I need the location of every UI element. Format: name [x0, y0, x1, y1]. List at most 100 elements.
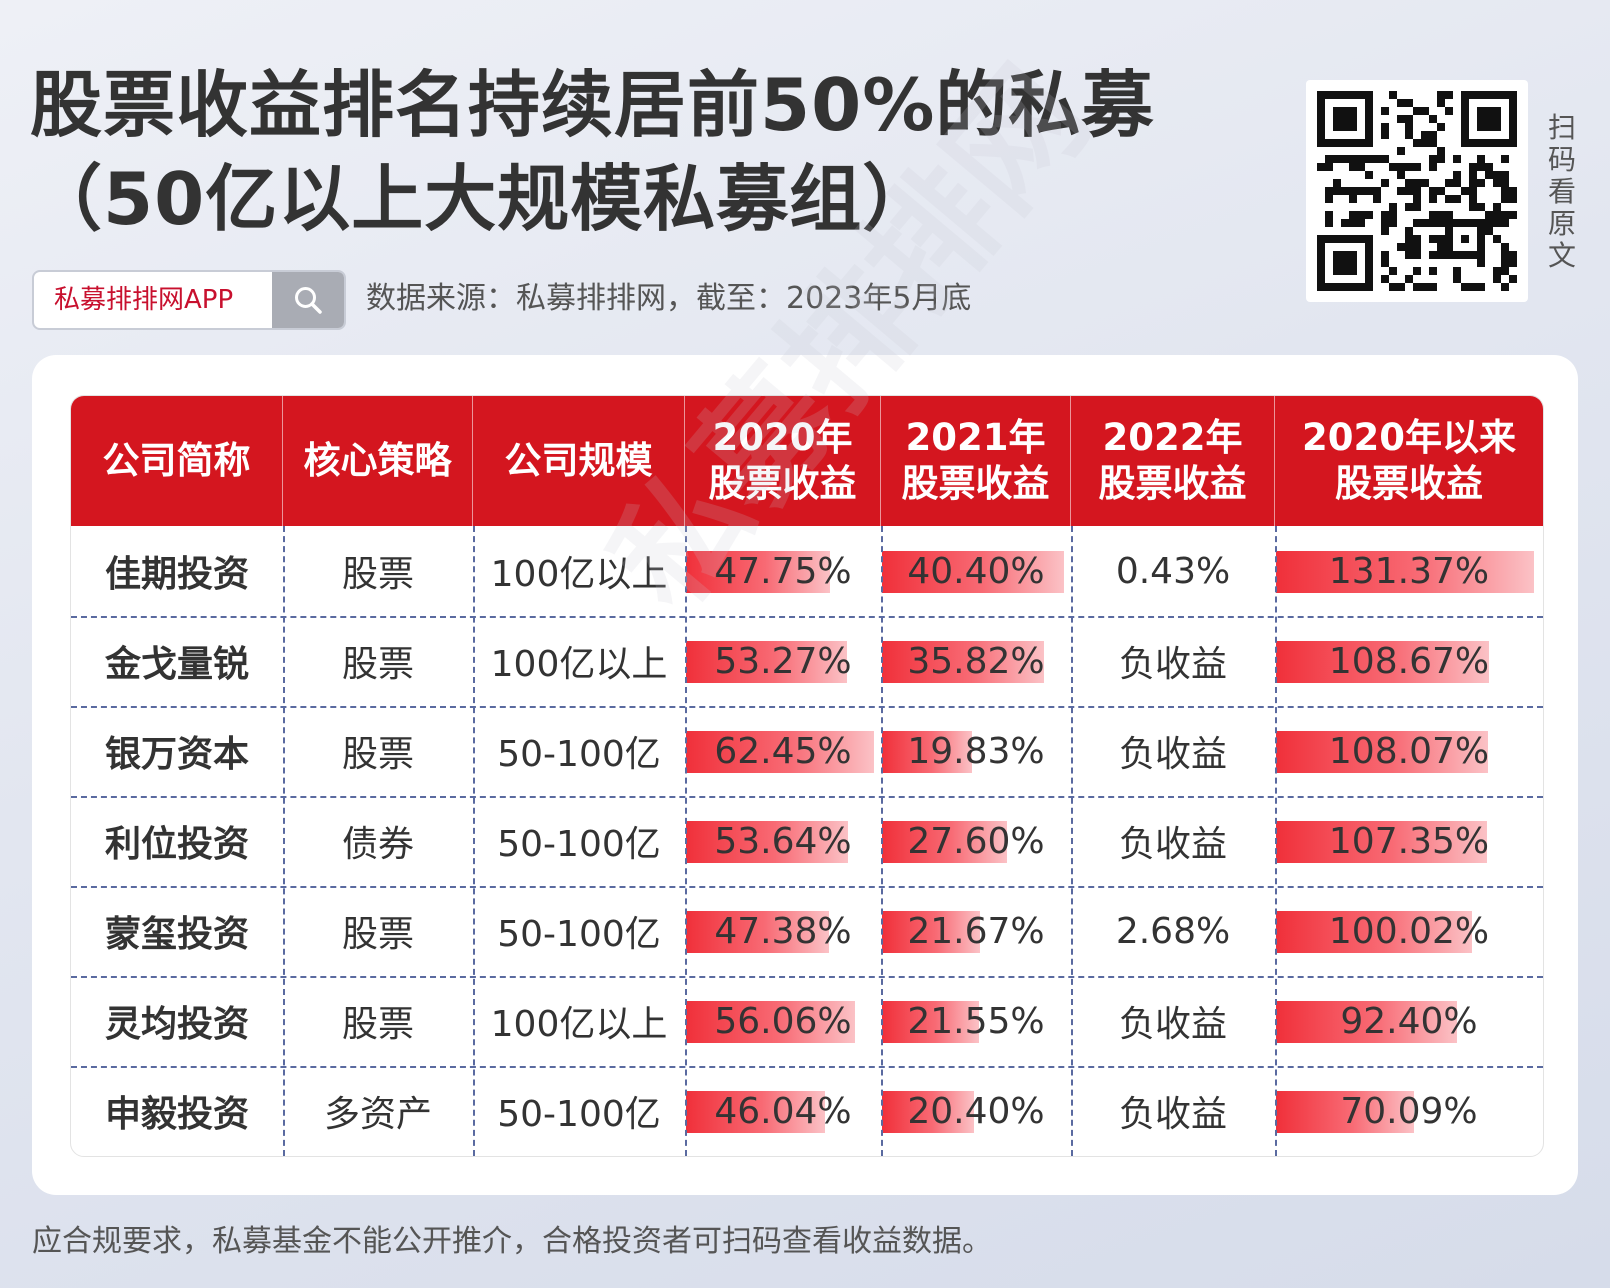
- cell-return-since-2020: 108.67%: [1328, 640, 1490, 682]
- header-text: 核心策略: [303, 439, 452, 482]
- cell-core-strategy: 债券: [341, 824, 414, 865]
- cell-core-strategy: 股票: [341, 734, 414, 775]
- header-text: 股票收益: [708, 462, 857, 505]
- header-return-2020: 2020年 股票收益: [685, 396, 881, 526]
- return-bar: [686, 731, 874, 773]
- cell-company-name: 金戈量锐: [104, 644, 249, 685]
- table-row: 申毅投资 多资产 50-100亿 46.04% 20.40% 负收益 70.09%: [71, 1066, 1543, 1156]
- cell-return-since-2020: 108.07%: [1328, 730, 1490, 772]
- ranking-table: 公司简称 核心策略 公司规模 2020年 股票收益 2021年 股票收益 2022年 股票收益 2…: [70, 395, 1544, 1157]
- header-company-scale: 公司规模: [473, 396, 685, 526]
- title-line-1: 股票收益排名持续居前50%的私募: [30, 63, 1155, 147]
- cell-core-strategy: 股票: [341, 914, 414, 955]
- search-text: 私募排排网APP: [54, 285, 234, 315]
- row-divider: [71, 886, 1543, 888]
- header-return-2021: 2021年 股票收益: [881, 396, 1071, 526]
- cell-company-scale: 100亿以上: [490, 644, 668, 685]
- column-divider: [1071, 526, 1073, 1156]
- return-bar: [686, 821, 848, 863]
- return-bar: [1276, 1001, 1457, 1043]
- cell-return-2022: 2.68%: [1115, 910, 1231, 952]
- cell-return-since-2020: 131.37%: [1328, 550, 1490, 592]
- row-divider: [71, 706, 1543, 708]
- row-divider: [71, 796, 1543, 798]
- cell-return-2021: 40.40%: [907, 550, 1045, 592]
- return-bar: [1276, 911, 1472, 953]
- header-core-strategy: 核心策略: [283, 396, 473, 526]
- cell-return-since-2020: 107.35%: [1328, 820, 1490, 862]
- return-bar: [686, 641, 847, 683]
- qr-code-image: [1317, 91, 1517, 291]
- header-text: 股票收益: [1334, 462, 1483, 505]
- cell-return-2022: 0.43%: [1115, 550, 1231, 592]
- cell-company-scale: 50-100亿: [497, 914, 661, 955]
- cell-return-2020: 47.38%: [714, 910, 852, 952]
- column-divider: [283, 526, 285, 1156]
- cell-return-2020: 56.06%: [714, 1000, 852, 1042]
- return-bar: [882, 911, 980, 953]
- cell-company-scale: 50-100亿: [497, 824, 661, 865]
- cell-return-2022: 负收益: [1118, 644, 1227, 685]
- cell-return-since-2020: 100.02%: [1328, 910, 1490, 952]
- cell-company-scale: 100亿以上: [490, 1004, 668, 1045]
- table-row: 蒙玺投资 股票 50-100亿 47.38% 21.67% 2.68% 100.02%: [71, 886, 1543, 976]
- cell-return-2020: 53.27%: [714, 640, 852, 682]
- row-divider: [71, 616, 1543, 618]
- qr-hint: 扫码看原文: [1547, 111, 1576, 272]
- header-text: 2022年: [1102, 416, 1243, 459]
- header-text: 股票收益: [901, 462, 1050, 505]
- header-text: 公司简称: [102, 439, 251, 482]
- cell-return-since-2020: 70.09%: [1340, 1090, 1478, 1132]
- cell-company-name: 申毅投资: [104, 1094, 249, 1135]
- return-bar: [882, 1091, 974, 1133]
- column-divider: [1275, 526, 1277, 1156]
- return-bar: [1276, 641, 1489, 683]
- return-bar: [686, 551, 830, 593]
- cell-return-2020: 47.75%: [714, 550, 852, 592]
- table-row: 银万资本 股票 50-100亿 62.45% 19.83% 负收益 108.07%: [71, 706, 1543, 796]
- cell-return-2021: 21.67%: [907, 910, 1045, 952]
- cell-company-name: 蒙玺投资: [104, 914, 249, 955]
- header-text: 2021年: [905, 416, 1046, 459]
- return-bar: [882, 731, 972, 773]
- cell-return-2020: 62.45%: [714, 730, 852, 772]
- cell-core-strategy: 股票: [341, 554, 414, 595]
- cell-company-scale: 50-100亿: [497, 1094, 661, 1135]
- header-company-name: 公司简称: [71, 396, 283, 526]
- return-bar: [882, 1001, 979, 1043]
- header-return-2022: 2022年 股票收益: [1071, 396, 1275, 526]
- column-divider: [685, 526, 687, 1156]
- search-box[interactable]: 私募排排网APP: [32, 270, 346, 330]
- cell-company-scale: 50-100亿: [497, 734, 661, 775]
- cell-company-scale: 100亿以上: [490, 554, 668, 595]
- cell-return-2022: 负收益: [1118, 824, 1227, 865]
- cell-company-name: 佳期投资: [104, 554, 249, 595]
- return-bar: [882, 821, 1007, 863]
- cell-return-2022: 负收益: [1118, 734, 1227, 775]
- header-text: 公司规模: [504, 439, 653, 482]
- return-bar: [686, 911, 829, 953]
- table-row: 灵均投资 股票 100亿以上 56.06% 21.55% 负收益 92.40%: [71, 976, 1543, 1066]
- cell-return-2021: 21.55%: [907, 1000, 1045, 1042]
- footer-note: 应合规要求，私募基金不能公开推介，合格投资者可扫码查看收益数据。: [32, 1224, 992, 1259]
- cell-company-name: 银万资本: [104, 734, 249, 775]
- cell-return-2021: 35.82%: [907, 640, 1045, 682]
- column-divider: [881, 526, 883, 1156]
- cell-company-name: 灵均投资: [104, 1004, 249, 1045]
- table-row: 金戈量锐 股票 100亿以上 53.27% 35.82% 负收益 108.67%: [71, 616, 1543, 706]
- cell-return-2020: 53.64%: [714, 820, 852, 862]
- return-bar: [686, 1001, 855, 1043]
- cell-return-since-2020: 92.40%: [1340, 1000, 1478, 1042]
- column-divider: [473, 526, 475, 1156]
- search-button[interactable]: [272, 272, 344, 328]
- cell-company-name: 利位投资: [104, 824, 249, 865]
- title-line-2: （50亿以上大规模私募组）: [30, 157, 936, 241]
- search-icon: [295, 287, 322, 314]
- qr-code[interactable]: [1306, 80, 1528, 302]
- page-title: 股票收益排名持续居前50%的私募 （50亿以上大规模私募组）: [30, 58, 1270, 246]
- cell-return-2020: 46.04%: [714, 1090, 852, 1132]
- return-bar: [1276, 1091, 1414, 1133]
- table-header: 公司简称 核心策略 公司规模 2020年 股票收益 2021年 股票收益 2022年 股票收益 2…: [71, 396, 1543, 526]
- cell-core-strategy: 股票: [341, 644, 414, 685]
- return-bar: [1276, 731, 1488, 773]
